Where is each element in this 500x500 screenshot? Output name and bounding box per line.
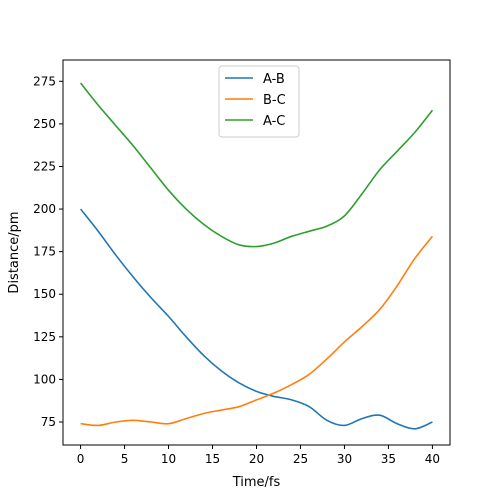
y-tick-label: 100: [33, 372, 56, 386]
series-line-a-c: [79, 82, 434, 248]
y-tick-label: 125: [33, 330, 56, 344]
x-tick-label: 40: [425, 452, 440, 466]
x-tick-label: 30: [337, 452, 352, 466]
legend-label-a-b: A-B: [263, 72, 285, 87]
series-line-a-b: [79, 208, 433, 430]
x-tick-label: 20: [249, 452, 264, 466]
legend: A-B B-C A-C: [218, 65, 300, 138]
y-axis-label: Distance/pm: [7, 211, 22, 293]
y-tick-label: 175: [33, 245, 56, 259]
legend-label-b-c: B-C: [263, 93, 286, 108]
x-axis: 0 5 10 15 20 25 30 35 40: [77, 445, 440, 466]
x-tick-label: 10: [161, 452, 176, 466]
y-tick-label: 225: [33, 159, 56, 173]
x-tick-label: 15: [205, 452, 220, 466]
legend-label-a-c: A-C: [263, 114, 285, 129]
y-tick-label: 200: [33, 202, 56, 216]
x-axis-label: Time/fs: [232, 475, 281, 490]
y-tick-label: 275: [33, 74, 56, 88]
legend-box: [218, 65, 300, 138]
x-tick-label: 0: [77, 452, 85, 466]
x-tick-label: 5: [121, 452, 129, 466]
y-tick-label: 250: [33, 117, 56, 131]
x-tick-label: 35: [381, 452, 396, 466]
x-tick-label: 25: [293, 452, 308, 466]
y-axis: 75 100 125 150 175 200 225 250 275: [33, 74, 63, 429]
y-tick-label: 150: [33, 287, 56, 301]
y-tick-label: 75: [41, 415, 56, 429]
series-layer: [79, 82, 434, 430]
series-line-b-c: [80, 235, 434, 427]
